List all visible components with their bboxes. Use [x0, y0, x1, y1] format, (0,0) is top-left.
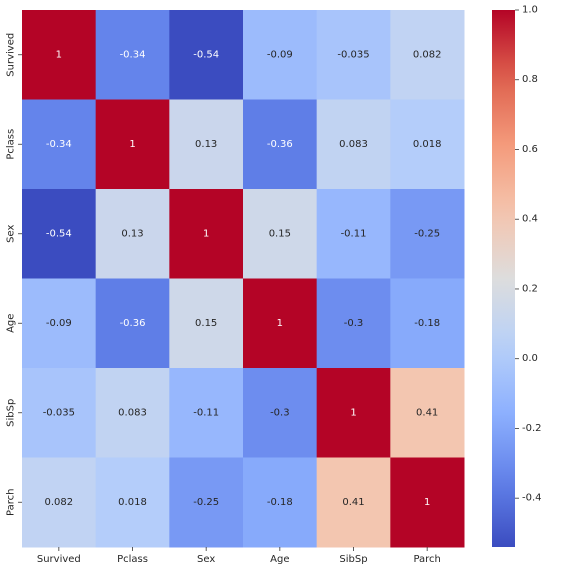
x-tick-label: SibSp	[339, 554, 367, 565]
colorbar: -0.4 -0.2 0.0 0.2 0.4 0.6 0.8 1.0	[492, 5, 542, 547]
cell-annotation: 0.13	[121, 228, 143, 239]
heatmap-cell	[316, 10, 391, 100]
cell-annotation: 0.083	[339, 139, 368, 150]
y-tick-label: Pclass	[6, 129, 17, 160]
cell-annotation: -0.11	[341, 228, 367, 239]
colorbar-tick-label: 0.2	[522, 283, 538, 294]
heatmap-cell	[316, 457, 391, 548]
x-tick-label: Pclass	[117, 554, 148, 565]
cell-annotation: 1	[350, 407, 356, 418]
cell-annotation: -0.3	[270, 407, 290, 418]
heatmap-cell	[169, 189, 244, 279]
cell-annotation: 0.018	[413, 139, 442, 150]
colorbar-tick-label: 0.6	[522, 144, 538, 155]
cell-annotation: -0.34	[46, 139, 72, 150]
heatmap-cell	[169, 457, 244, 548]
heatmap-cell	[390, 457, 465, 548]
heatmap-cell	[316, 368, 391, 458]
heatmap-cell	[169, 99, 244, 190]
cell-annotation: -0.09	[267, 49, 293, 60]
heatmap-cell	[169, 278, 244, 369]
y-tick-label: Sex	[6, 225, 17, 243]
cell-annotation: -0.54	[46, 228, 72, 239]
cell-annotation: 0.082	[413, 49, 442, 60]
cell-annotation: -0.54	[193, 49, 219, 60]
heatmap-cell	[169, 368, 244, 458]
heatmap-cell	[95, 457, 170, 548]
heatmap-cell	[22, 189, 97, 279]
heatmap-cell	[390, 368, 465, 458]
y-tick-label: Parch	[6, 489, 17, 516]
heatmap-cell	[95, 10, 170, 100]
cell-annotation: -0.09	[46, 318, 72, 329]
cell-annotation: 0.083	[118, 407, 147, 418]
heatmap-cell	[316, 278, 391, 369]
y-axis-tick-labels: Survived Pclass Sex Age SibSp Parch	[6, 33, 22, 516]
x-tick-label: Parch	[413, 554, 440, 565]
heatmap-cell	[22, 99, 97, 190]
heatmap-cell	[316, 189, 391, 279]
heatmap-cell	[22, 457, 97, 548]
colorbar-tick-label: 0.4	[522, 214, 538, 225]
cell-annotation: -0.18	[414, 318, 440, 329]
cell-annotation: 0.41	[342, 497, 364, 508]
cell-annotation: 1	[56, 49, 62, 60]
heatmap-cell	[390, 278, 465, 369]
heatmap-cell	[243, 189, 318, 279]
cell-annotation: 1	[129, 139, 135, 150]
heatmap-cell	[243, 278, 318, 369]
heatmap-cells: 1 -0.34 -0.54 -0.09 -0.035 0.082 -0.34 1 0.13 -0.…	[22, 10, 465, 548]
heatmap-cell	[22, 368, 97, 458]
heatmap-cell	[243, 99, 318, 190]
x-tick-label: Sex	[197, 554, 215, 565]
heatmap-cell	[243, 10, 318, 100]
cell-annotation: 0.15	[195, 318, 217, 329]
heatmap-cell	[390, 99, 465, 190]
cell-annotation: 0.13	[195, 139, 217, 150]
heatmap-cell	[169, 10, 244, 100]
heatmap-cell	[390, 189, 465, 279]
cell-annotation: -0.34	[120, 49, 146, 60]
colorbar-tick-label: -0.4	[522, 493, 542, 504]
cell-annotation: 1	[203, 228, 209, 239]
cell-annotation: -0.11	[193, 407, 219, 418]
colorbar-gradient	[492, 10, 515, 547]
heatmap-cell	[390, 10, 465, 100]
cell-annotation: 0.15	[269, 228, 291, 239]
heatmap-cell	[95, 278, 170, 369]
cell-annotation: -0.3	[344, 318, 364, 329]
cell-annotation: 1	[277, 318, 283, 329]
heatmap-cell	[22, 278, 97, 369]
cell-annotation: -0.25	[414, 228, 440, 239]
y-tick-label: SibSp	[6, 399, 17, 427]
y-tick-label: Age	[6, 314, 17, 333]
cell-annotation: -0.18	[267, 497, 293, 508]
cell-annotation: 0.018	[118, 497, 147, 508]
heatmap-cell	[243, 457, 318, 548]
colorbar-tick-label: 0.8	[522, 74, 538, 85]
heatmap-cell	[243, 368, 318, 458]
cell-annotation: 0.082	[45, 497, 74, 508]
cell-annotation: -0.36	[120, 318, 146, 329]
cell-annotation: 1	[424, 497, 430, 508]
cell-annotation: -0.035	[43, 407, 75, 418]
cell-annotation: -0.36	[267, 139, 293, 150]
colorbar-tick-label: 1.0	[522, 5, 538, 16]
heatmap-cell	[95, 99, 170, 190]
colorbar-tick-label: -0.2	[522, 423, 542, 434]
colorbar-tick-label: 0.0	[522, 353, 538, 364]
heatmap-cell	[22, 10, 97, 100]
cell-annotation: -0.25	[193, 497, 219, 508]
cell-annotation: 0.41	[416, 407, 438, 418]
x-axis-tick-labels: Survived Pclass Sex Age SibSp Parch	[37, 547, 441, 565]
heatmap-cell	[316, 99, 391, 190]
heatmap-cell	[95, 189, 170, 279]
x-tick-label: Age	[270, 554, 289, 565]
heatmap-cell	[95, 368, 170, 458]
x-tick-label: Survived	[37, 554, 81, 565]
y-tick-label: Survived	[6, 33, 17, 77]
cell-annotation: -0.035	[337, 49, 369, 60]
